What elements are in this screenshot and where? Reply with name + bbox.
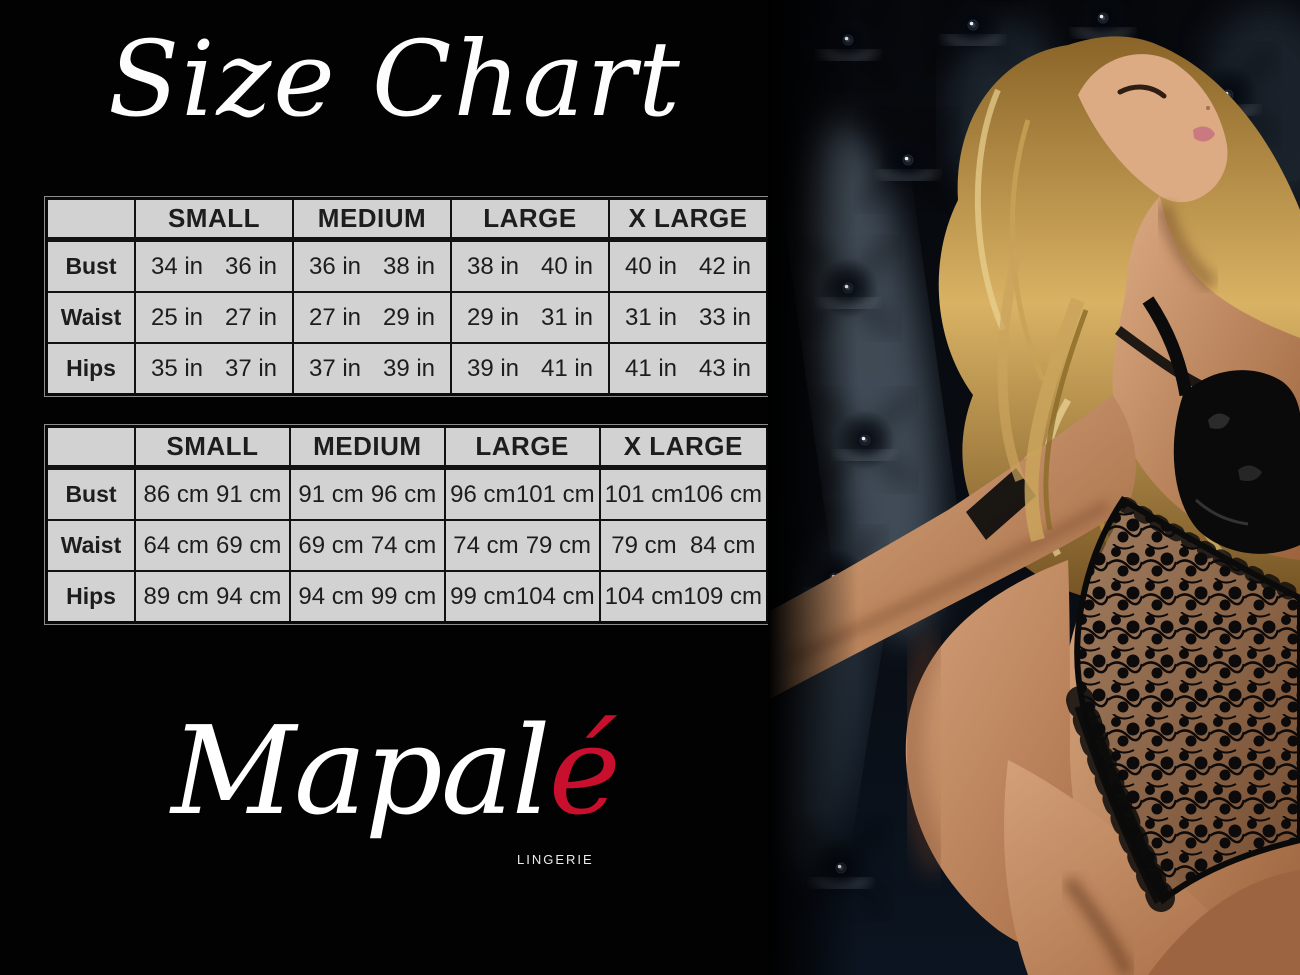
model-photo bbox=[768, 0, 1300, 975]
size-value: 41 in bbox=[540, 354, 594, 382]
size-col-header: SMALL bbox=[136, 200, 292, 240]
size-value: 34 in bbox=[150, 252, 204, 280]
table-cell: 104 cm 109 cm bbox=[600, 572, 766, 621]
size-value: 109 cm bbox=[683, 582, 762, 610]
size-value: 43 in bbox=[698, 354, 752, 382]
table-corner-cell bbox=[48, 200, 134, 240]
size-value: 31 in bbox=[540, 303, 594, 331]
size-table-inches: SMALL MEDIUM LARGE X LARGE Bust 34 in 36 … bbox=[44, 196, 770, 397]
size-value: 79 cm bbox=[611, 531, 677, 559]
size-value: 40 in bbox=[540, 252, 594, 280]
table-cell: 79 cm 84 cm bbox=[600, 521, 766, 570]
table-cell: 39 in 41 in bbox=[452, 344, 608, 393]
table-cell: 69 cm 74 cm bbox=[290, 521, 444, 570]
brand-logo: Mapalé LINGERIE bbox=[0, 700, 790, 900]
size-value: 96 cm bbox=[450, 480, 516, 508]
size-value: 104 cm bbox=[604, 582, 684, 610]
size-value: 86 cm bbox=[143, 480, 209, 508]
size-col-header: LARGE bbox=[452, 200, 608, 240]
size-value: 40 in bbox=[624, 252, 678, 280]
size-col-header: SMALL bbox=[136, 428, 289, 468]
size-value: 99 cm bbox=[450, 582, 516, 610]
brand-main: Mapal bbox=[171, 700, 551, 842]
size-col-header: X LARGE bbox=[600, 428, 766, 468]
size-value: 94 cm bbox=[298, 582, 364, 610]
size-value: 31 in bbox=[624, 303, 678, 331]
table-cell: 86 cm 91 cm bbox=[136, 470, 289, 519]
table-cell: 94 cm 99 cm bbox=[290, 572, 444, 621]
size-value: 36 in bbox=[308, 252, 362, 280]
row-label: Hips bbox=[48, 572, 134, 621]
table-cell: 31 in 33 in bbox=[610, 293, 766, 342]
size-value: 91 cm bbox=[215, 480, 282, 508]
size-value: 74 cm bbox=[370, 531, 437, 559]
size-value: 38 in bbox=[382, 252, 436, 280]
size-col-header: MEDIUM bbox=[294, 200, 450, 240]
table-cell: 29 in 31 in bbox=[452, 293, 608, 342]
size-value: 99 cm bbox=[370, 582, 437, 610]
table-cell: 101 cm 106 cm bbox=[600, 470, 766, 519]
table-cell: 99 cm 104 cm bbox=[445, 572, 599, 621]
row-label: Bust bbox=[48, 470, 134, 519]
size-value: 39 in bbox=[382, 354, 436, 382]
table-cell: 35 in 37 in bbox=[136, 344, 292, 393]
size-value: 91 cm bbox=[298, 480, 364, 508]
page-title: Size Chart bbox=[108, 18, 682, 140]
size-value: 41 in bbox=[624, 354, 678, 382]
size-value: 84 cm bbox=[689, 531, 756, 559]
table-cell: 41 in 43 in bbox=[610, 344, 766, 393]
size-table-centimeters: SMALL MEDIUM LARGE X LARGE Bust 86 cm 91 … bbox=[44, 424, 770, 625]
size-value: 42 in bbox=[698, 252, 752, 280]
brand-tagline: LINGERIE bbox=[517, 852, 594, 867]
table-cell: 64 cm 69 cm bbox=[136, 521, 289, 570]
brand-accent: é bbox=[548, 700, 621, 842]
size-value: 69 cm bbox=[215, 531, 282, 559]
size-value: 25 in bbox=[150, 303, 204, 331]
size-value: 79 cm bbox=[525, 531, 592, 559]
row-label: Hips bbox=[48, 344, 134, 393]
brand-wordmark: Mapalé bbox=[0, 700, 790, 842]
size-value: 74 cm bbox=[453, 531, 519, 559]
size-value: 38 in bbox=[466, 252, 520, 280]
size-col-header: MEDIUM bbox=[290, 428, 444, 468]
size-value: 36 in bbox=[224, 252, 278, 280]
size-value: 35 in bbox=[150, 354, 204, 382]
size-value: 27 in bbox=[224, 303, 278, 331]
table-cell: 38 in 40 in bbox=[452, 242, 608, 291]
table-cell: 37 in 39 in bbox=[294, 344, 450, 393]
table-cell: 36 in 38 in bbox=[294, 242, 450, 291]
size-value: 29 in bbox=[382, 303, 436, 331]
table-cell: 89 cm 94 cm bbox=[136, 572, 289, 621]
table-cell: 91 cm 96 cm bbox=[290, 470, 444, 519]
size-value: 64 cm bbox=[143, 531, 209, 559]
table-cell: 34 in 36 in bbox=[136, 242, 292, 291]
size-value: 94 cm bbox=[215, 582, 282, 610]
size-value: 39 in bbox=[466, 354, 520, 382]
size-value: 37 in bbox=[308, 354, 362, 382]
size-value: 101 cm bbox=[515, 480, 595, 508]
size-value: 29 in bbox=[466, 303, 520, 331]
size-value: 69 cm bbox=[298, 531, 364, 559]
size-value: 96 cm bbox=[370, 480, 437, 508]
size-col-header: X LARGE bbox=[610, 200, 766, 240]
size-value: 106 cm bbox=[683, 480, 762, 508]
table-cell: 74 cm 79 cm bbox=[445, 521, 599, 570]
size-value: 101 cm bbox=[604, 480, 684, 508]
table-cell: 25 in 27 in bbox=[136, 293, 292, 342]
table-corner-cell bbox=[48, 428, 134, 468]
size-value: 37 in bbox=[224, 354, 278, 382]
table-cell: 27 in 29 in bbox=[294, 293, 450, 342]
row-label: Waist bbox=[48, 521, 134, 570]
table-cell: 96 cm 101 cm bbox=[445, 470, 599, 519]
size-value: 89 cm bbox=[143, 582, 209, 610]
row-label: Waist bbox=[48, 293, 134, 342]
size-value: 33 in bbox=[698, 303, 752, 331]
row-label: Bust bbox=[48, 242, 134, 291]
size-value: 104 cm bbox=[515, 582, 595, 610]
table-cell: 40 in 42 in bbox=[610, 242, 766, 291]
size-value: 27 in bbox=[308, 303, 362, 331]
size-col-header: LARGE bbox=[445, 428, 599, 468]
